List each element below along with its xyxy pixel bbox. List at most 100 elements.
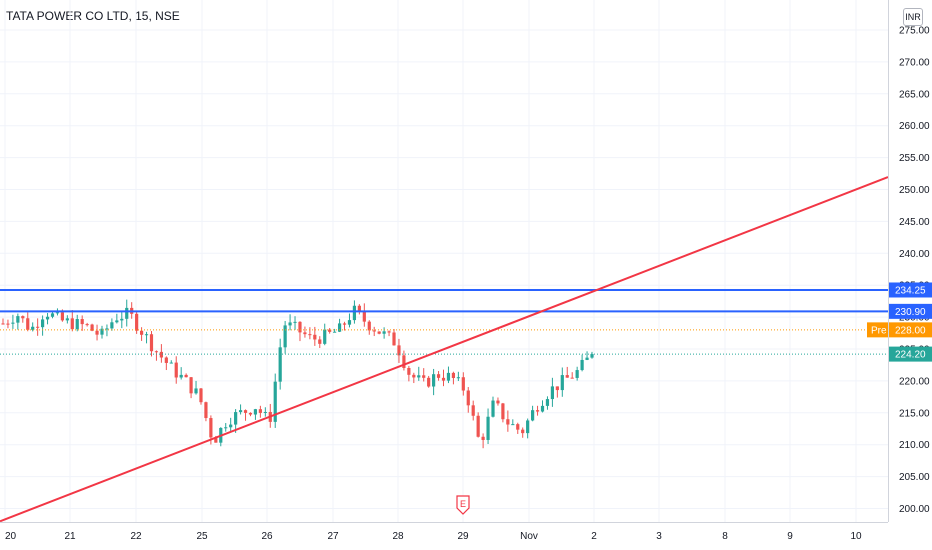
price-badge-label: 234.25 [895,285,926,296]
candle-body [545,399,550,406]
price-badge-label: 228.00 [895,325,926,336]
currency-badge[interactable]: INR [903,8,923,26]
candle-body [189,377,193,394]
x-tick-label: 21 [64,531,76,542]
y-tick-label: 205.00 [899,472,930,483]
candle-body [179,374,183,378]
candle-body [204,402,208,419]
candle-body [45,316,50,320]
candle-body [36,326,40,328]
time-axis[interactable]: 20 21 22 25 26 27 28 29 Nov 2 3 8 9 10 [0,522,888,543]
candle-body [26,318,30,330]
candle-body [347,320,352,325]
candle-body [372,330,376,332]
x-tick-label: 3 [656,531,662,542]
candle-body [412,374,416,378]
candle-body [283,325,287,348]
candle-body [135,313,139,331]
candle-body [40,319,45,328]
candle-body [382,331,386,334]
y-tick-label: 220.00 [899,376,930,387]
x-tick-label: 20 [5,531,17,542]
candle-body [526,420,530,434]
candle-body [402,355,406,368]
y-tick-label: 250.00 [899,185,930,196]
candle-body [11,322,15,324]
candle-body [323,329,327,344]
y-tick-label: 260.00 [899,121,930,132]
candle-body [65,318,69,321]
y-tick-label: 210.00 [899,440,930,451]
candle-body [169,362,173,364]
candle-body [303,332,307,335]
x-tick-label: 27 [327,531,339,542]
candle-body [100,328,104,335]
price-badge-label: 224.20 [895,350,926,361]
candle-body [392,332,396,346]
y-tick-label: 270.00 [899,57,930,68]
candle-body [80,319,84,325]
candle-body [159,351,163,358]
candle-body [110,322,114,329]
candle-body [357,305,361,312]
candle-body [407,367,411,375]
candle-body [496,400,500,404]
price-badge [889,303,932,319]
candle-body [115,320,119,323]
candle-body [258,409,262,413]
candle-body [184,374,188,378]
y-tick-label: 275.00 [899,26,930,37]
candle-body [441,377,446,381]
candle-body [535,410,540,412]
candle-body [387,331,391,333]
candle-body [531,410,535,421]
y-tick-label: 215.00 [899,408,930,419]
candle-body [125,307,129,319]
earnings-marker [456,495,470,515]
candle-body [85,324,89,326]
candle-body [456,377,460,379]
candle-body [570,377,574,379]
candle-body [60,312,64,321]
x-tick-label: 22 [130,531,142,542]
candles-layer [1,299,594,449]
trend-line [0,176,889,523]
candle-body [422,375,426,378]
candle-body [209,418,213,438]
x-tick-label: 8 [722,531,728,542]
candle-body [55,312,60,314]
candle-body [555,386,559,391]
candle-body [199,388,203,403]
candle-body [511,424,515,426]
candle-body [466,390,470,406]
candle-body [21,316,25,319]
candle-body [263,411,267,413]
candle-body [253,409,258,415]
price-axis[interactable]: 200.00205.00210.00215.00220.00225.00230.… [888,0,931,522]
candle-body [328,329,332,332]
candle-body [293,321,297,323]
candle-body [417,375,421,378]
y-tick-label: 240.00 [899,249,930,260]
candle-body [506,419,510,425]
candle-body [154,351,159,353]
y-tick-label: 265.00 [899,89,930,100]
x-tick-label: 9 [787,531,793,542]
candle-body [75,319,79,330]
candle-body [105,328,109,330]
candle-body [174,362,178,378]
x-tick-label: 10 [850,531,862,542]
candle-body [565,375,569,378]
x-tick-label: 28 [392,531,404,542]
candle-body [521,429,525,434]
x-tick-label: 29 [457,531,469,542]
x-tick-label: Nov [520,531,538,542]
x-tick-label: 2 [591,531,597,542]
candle-body [333,331,337,333]
candle-body [273,381,277,422]
candle-body [234,412,238,425]
candle-body [318,339,322,344]
candle-body [585,357,589,360]
candle-body [313,334,317,340]
